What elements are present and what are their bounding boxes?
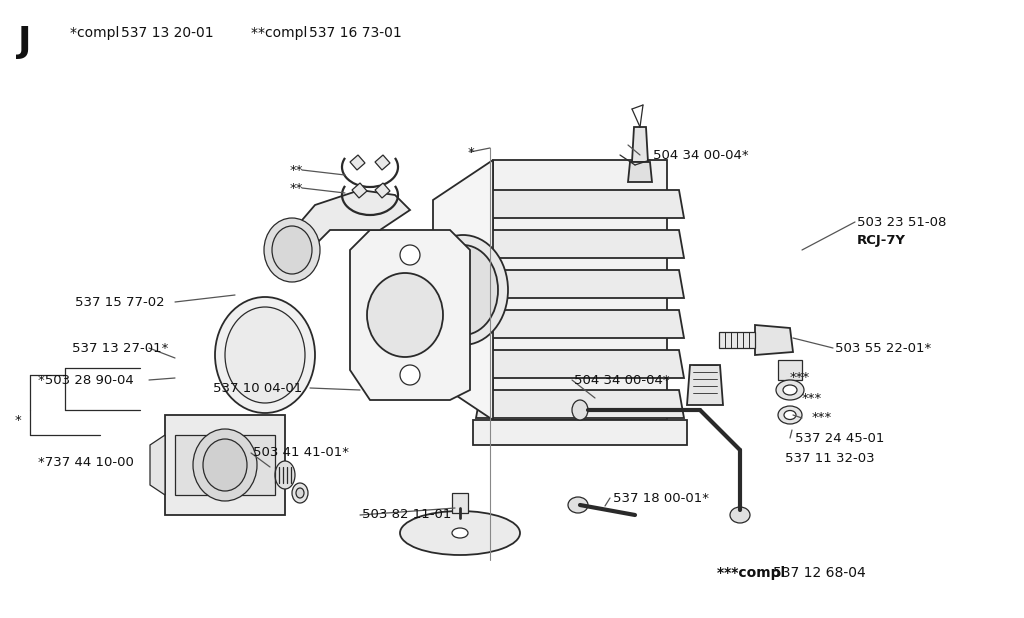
Text: 503 82 11-01: 503 82 11-01	[362, 509, 452, 522]
Polygon shape	[165, 415, 285, 515]
Text: ***: ***	[802, 391, 822, 405]
Text: ***compl: ***compl	[717, 566, 790, 580]
Ellipse shape	[400, 365, 420, 385]
Text: 537 11 32-03: 537 11 32-03	[785, 452, 874, 465]
Text: *503 28 90-04: *503 28 90-04	[38, 373, 134, 386]
Text: 537 13 20-01: 537 13 20-01	[121, 27, 213, 40]
Ellipse shape	[193, 429, 257, 501]
Ellipse shape	[367, 273, 443, 357]
Polygon shape	[687, 365, 723, 405]
Ellipse shape	[778, 406, 802, 424]
Text: *compl: *compl	[70, 27, 123, 40]
Ellipse shape	[225, 307, 305, 403]
Polygon shape	[476, 310, 684, 338]
Text: *: *	[468, 145, 475, 158]
Ellipse shape	[784, 410, 796, 420]
Text: 537 24 45-01: 537 24 45-01	[795, 431, 885, 444]
Text: J: J	[18, 25, 32, 59]
Ellipse shape	[428, 245, 498, 335]
Text: 537 16 73-01: 537 16 73-01	[309, 27, 402, 40]
Ellipse shape	[264, 218, 319, 282]
Polygon shape	[375, 155, 390, 170]
Text: **compl: **compl	[251, 27, 311, 40]
Ellipse shape	[400, 511, 520, 555]
Polygon shape	[275, 190, 410, 270]
Polygon shape	[150, 435, 165, 495]
Ellipse shape	[203, 439, 247, 491]
Polygon shape	[350, 155, 365, 170]
Text: 504 34 00-04*: 504 34 00-04*	[653, 148, 749, 161]
Ellipse shape	[296, 488, 304, 498]
Text: ***: ***	[812, 412, 833, 425]
Polygon shape	[476, 390, 684, 418]
Ellipse shape	[400, 245, 420, 265]
Polygon shape	[476, 270, 684, 298]
Text: 503 55 22-01*: 503 55 22-01*	[835, 342, 931, 355]
Ellipse shape	[418, 235, 508, 345]
Text: **: **	[290, 164, 303, 177]
Polygon shape	[493, 160, 667, 420]
Ellipse shape	[783, 385, 797, 395]
Polygon shape	[628, 162, 652, 182]
Text: **: **	[290, 182, 303, 195]
Polygon shape	[632, 127, 648, 162]
Ellipse shape	[568, 497, 588, 513]
Polygon shape	[755, 325, 793, 355]
Polygon shape	[175, 435, 275, 495]
Text: 504 34 00-04*: 504 34 00-04*	[574, 373, 670, 386]
Text: *737 44 10-00: *737 44 10-00	[38, 455, 134, 468]
Ellipse shape	[776, 380, 804, 400]
Ellipse shape	[452, 528, 468, 538]
Ellipse shape	[730, 507, 750, 523]
Polygon shape	[476, 350, 684, 378]
Text: 503 23 51-08: 503 23 51-08	[857, 216, 946, 229]
Text: 537 13 27-01*: 537 13 27-01*	[72, 342, 168, 355]
Text: 503 41 41-01*: 503 41 41-01*	[253, 446, 349, 460]
Polygon shape	[375, 183, 390, 198]
Text: *: *	[15, 413, 22, 426]
Text: ***: ***	[790, 371, 810, 384]
Polygon shape	[350, 230, 470, 400]
Text: 537 12 68-04: 537 12 68-04	[773, 566, 866, 580]
Polygon shape	[778, 360, 802, 380]
Polygon shape	[433, 160, 493, 420]
Ellipse shape	[292, 483, 308, 503]
Ellipse shape	[272, 226, 312, 274]
Polygon shape	[476, 230, 684, 258]
Polygon shape	[352, 183, 367, 198]
Text: 537 10 04-01: 537 10 04-01	[213, 381, 302, 394]
Text: RCJ-7Y: RCJ-7Y	[857, 234, 906, 247]
Ellipse shape	[215, 297, 315, 413]
Polygon shape	[719, 332, 755, 348]
Ellipse shape	[275, 461, 295, 489]
Polygon shape	[452, 493, 468, 513]
Polygon shape	[473, 420, 687, 445]
Ellipse shape	[572, 400, 588, 420]
Text: 537 18 00-01*: 537 18 00-01*	[613, 491, 709, 504]
Polygon shape	[476, 190, 684, 218]
Text: 537 15 77-02: 537 15 77-02	[75, 295, 165, 308]
